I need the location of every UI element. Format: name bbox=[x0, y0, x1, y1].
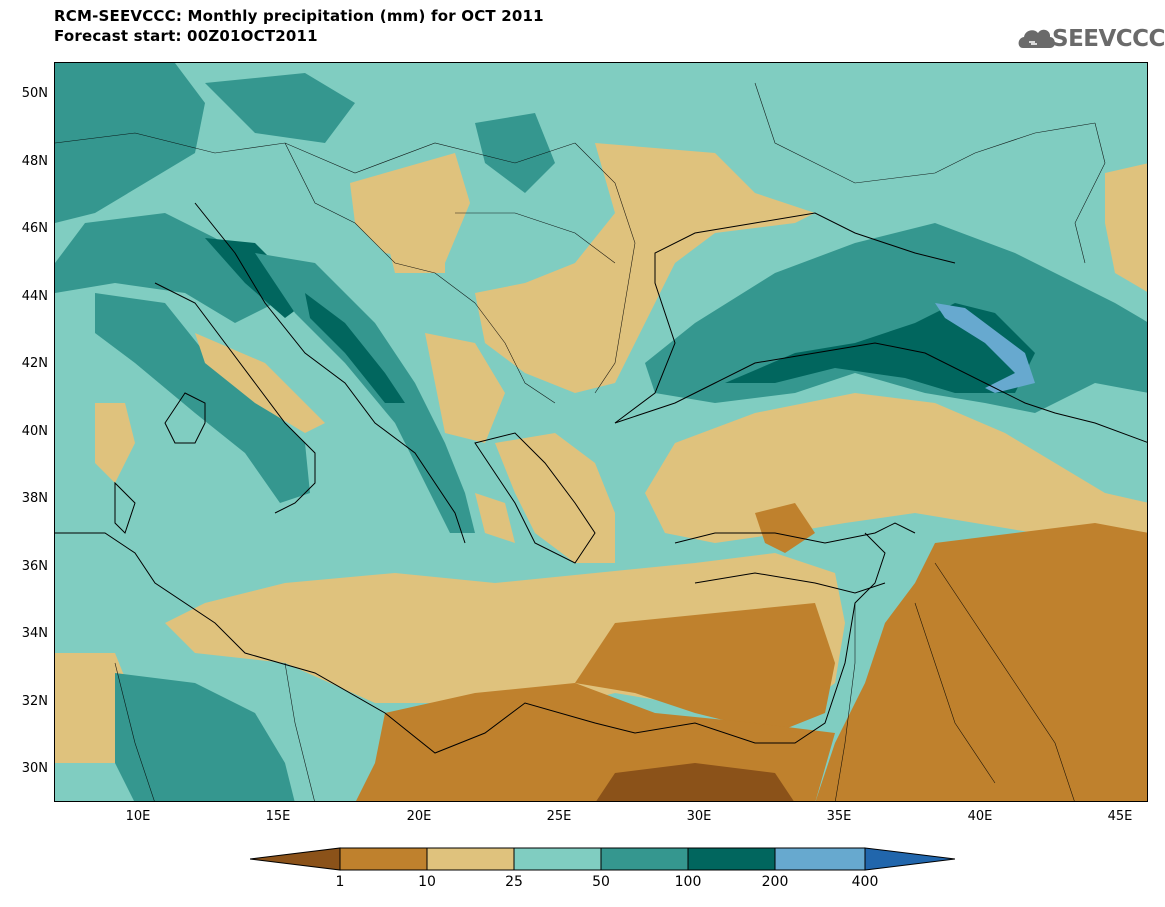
lon-label-45e: 45E bbox=[1107, 809, 1133, 824]
lat-label-38n: 38N bbox=[21, 491, 48, 506]
title-line-1: RCM-SEEVCCC: Monthly precipitation (mm) … bbox=[54, 7, 544, 25]
lat-label-46n: 46N bbox=[21, 221, 48, 236]
lat-label-30n: 30N bbox=[21, 761, 48, 776]
colorbar-label-10: 10 bbox=[418, 874, 436, 890]
colorbar bbox=[250, 847, 955, 871]
lon-label-30e: 30E bbox=[686, 809, 712, 824]
lon-label-40e: 40E bbox=[967, 809, 993, 824]
colorbar-segment-10-25 bbox=[426, 847, 515, 871]
colorbar-segment-above-400 bbox=[864, 847, 955, 871]
colorbar-segment-50-100 bbox=[600, 847, 689, 871]
colorbar-label-25: 25 bbox=[505, 874, 523, 890]
colorbar-segment-200-400 bbox=[774, 847, 866, 871]
colorbar-label-50: 50 bbox=[592, 874, 610, 890]
lon-label-25e: 25E bbox=[546, 809, 572, 824]
logo-text: SEEVCCC bbox=[1052, 26, 1165, 52]
colorbar-label-100: 100 bbox=[674, 874, 702, 890]
lon-label-35e: 35E bbox=[826, 809, 852, 824]
colorbar-segment-below-1 bbox=[250, 847, 341, 871]
lat-label-50n: 50N bbox=[21, 86, 48, 101]
colorbar-segment-1-10 bbox=[339, 847, 428, 871]
map-canvas bbox=[55, 63, 1147, 801]
lon-label-20e: 20E bbox=[406, 809, 432, 824]
colorbar-segment-25-50 bbox=[513, 847, 602, 871]
lat-label-40n: 40N bbox=[21, 424, 48, 439]
title-line-2: Forecast start: 00Z01OCT2011 bbox=[54, 27, 318, 45]
lat-label-34n: 34N bbox=[21, 626, 48, 641]
lon-label-15e: 15E bbox=[265, 809, 291, 824]
colorbar-label-200: 200 bbox=[761, 874, 789, 890]
precipitation-map bbox=[54, 62, 1148, 802]
colorbar-label-400: 400 bbox=[851, 874, 879, 890]
cloud-logo-icon bbox=[1018, 29, 1055, 48]
lon-label-10e: 10E bbox=[125, 809, 151, 824]
lat-label-36n: 36N bbox=[21, 559, 48, 574]
lat-label-32n: 32N bbox=[21, 694, 48, 709]
chart-title: RCM-SEEVCCC: Monthly precipitation (mm) … bbox=[54, 6, 544, 46]
colorbar-label-1: 1 bbox=[335, 874, 345, 890]
lat-label-42n: 42N bbox=[21, 356, 48, 371]
colorbar-segment-100-200 bbox=[687, 847, 776, 871]
lat-label-44n: 44N bbox=[21, 289, 48, 304]
lat-label-48n: 48N bbox=[21, 154, 48, 169]
